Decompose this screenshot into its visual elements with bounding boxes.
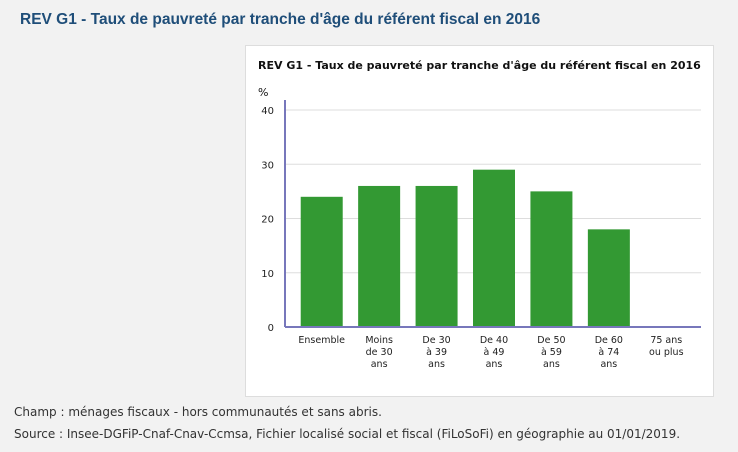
x-tick-label: De 60	[595, 335, 623, 346]
bar	[415, 185, 458, 327]
x-tick-label: Moins	[365, 335, 393, 346]
x-tick-label: à 39	[426, 347, 447, 358]
page-title: REV G1 - Taux de pauvreté par tranche d'…	[20, 11, 541, 28]
champ-note: Champ : ménages fiscaux - hors communaut…	[14, 405, 382, 419]
x-tick-label: 75 ans	[650, 335, 682, 346]
x-tick-label: à 74	[598, 347, 619, 358]
chart-title: REV G1 - Taux de pauvreté par tranche d'…	[258, 59, 701, 72]
y-tick-label: 20	[261, 215, 274, 226]
bar	[530, 191, 573, 327]
y-tick-label: 40	[261, 106, 274, 117]
x-tick-label: ans	[486, 359, 503, 370]
x-tick-label: à 59	[541, 347, 562, 358]
x-tick-label: à 49	[484, 347, 505, 358]
x-tick-label: De 40	[480, 335, 508, 346]
x-tick-label: De 50	[537, 335, 565, 346]
y-tick-label: 0	[268, 323, 274, 334]
x-tick-label: De 30	[422, 335, 450, 346]
bar	[587, 229, 630, 327]
x-tick-label: ans	[428, 359, 445, 370]
y-tick-label: 10	[261, 269, 274, 280]
source-note: Source : Insee-DGFiP-Cnaf-Cnav-Ccmsa, Fi…	[14, 427, 681, 441]
chart-container: REV G1 - Taux de pauvreté par tranche d'…	[245, 45, 714, 397]
x-tick-label: ans	[371, 359, 388, 370]
x-tick-label: ans	[543, 359, 560, 370]
bar	[358, 185, 401, 327]
x-tick-label: de 30	[366, 347, 393, 358]
x-tick-label: ou plus	[649, 347, 684, 358]
x-tick-label: ans	[600, 359, 617, 370]
y-tick-label: 30	[261, 160, 274, 171]
y-axis-label: %	[258, 86, 268, 99]
x-tick-label: Ensemble	[298, 335, 345, 346]
bar	[473, 169, 515, 327]
bar	[300, 196, 343, 327]
